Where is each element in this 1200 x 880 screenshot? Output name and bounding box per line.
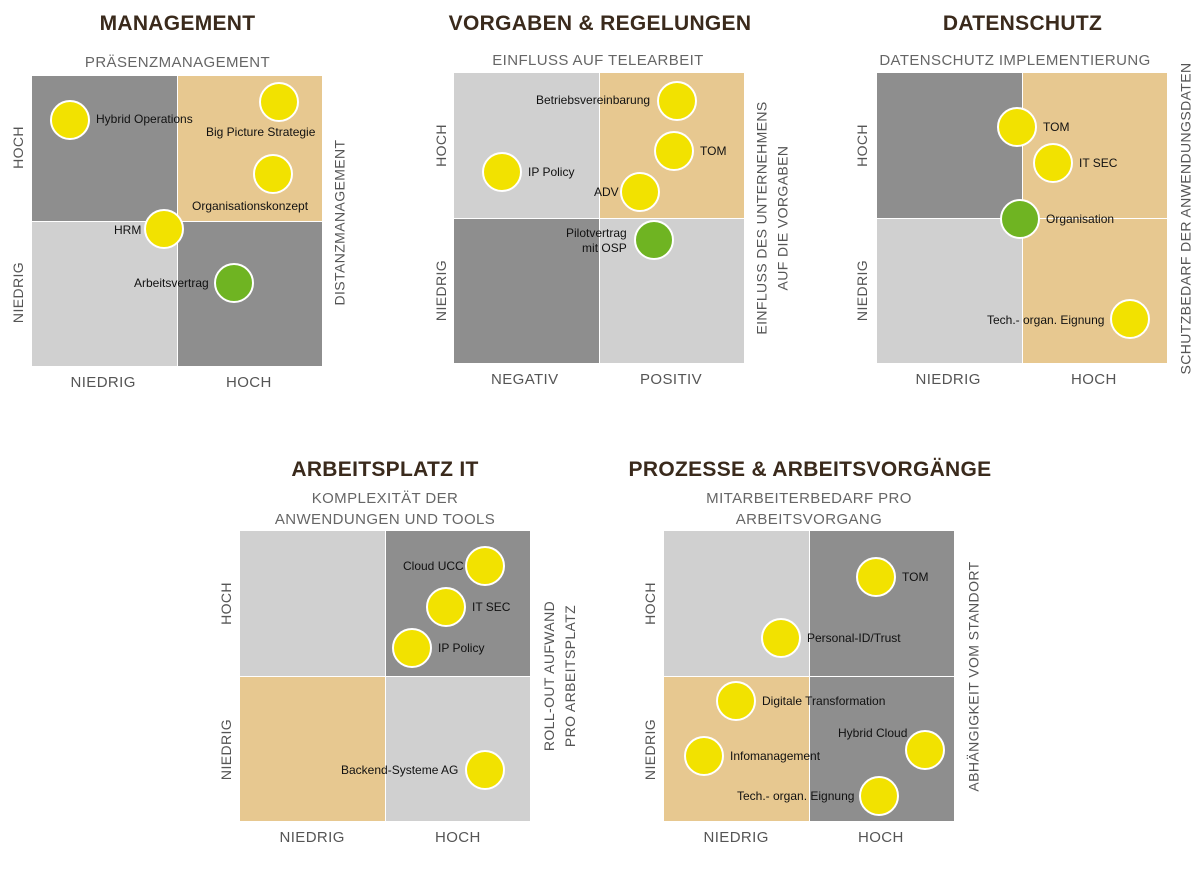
quadrant-grid [877,73,1167,363]
left-axis-high-label: HOCH [853,123,870,167]
right-axis-label: SCHUTZBEDARF DER ANWENDUNGSDATEN [1177,61,1194,375]
bubble-marker [465,750,505,790]
quadrant-tl [32,76,177,221]
bottom-axis-low-label: NIEDRIG [70,373,136,391]
bubble-label: Organisation [1046,212,1115,226]
bubble-marker [856,557,896,597]
bubble-marker [1000,199,1040,239]
bubble-label: Personal-ID/Trust [807,631,901,645]
left-axis-low-label: NIEDRIG [9,261,26,323]
bubble-label: Betriebsvereinbarung [536,93,651,107]
top-axis-label: MITARBEITERBEDARF PRO ARBEITSVORGANG [706,490,912,528]
bubble-label: ADV [594,185,619,199]
top-axis-label: EINFLUSS AUF TELEARBEIT [492,52,704,69]
bubble-label: Big Picture Strategie [206,125,316,139]
left-axis-low-label: NIEDRIG [432,259,449,321]
right-axis-label: ABHÄNGIGKEIT VOM STANDORT [965,560,982,792]
bubble-marker [482,152,522,192]
bottom-axis-high-label: POSITIV [640,370,702,388]
bubble-label: IP Policy [438,641,485,655]
bubble-marker [259,82,299,122]
right-axis-label: EINFLUSS DES UNTERNEHMENS AUF DIE VORGAB… [753,101,791,335]
bubble-label: Infomanagement [730,749,821,763]
quadrant-br [385,676,530,821]
panel-title: VORGABEN & REGELUNGEN [448,12,752,35]
quadrant-br [1022,218,1167,363]
quadrant-tl [454,73,599,218]
bubble-marker [50,100,90,140]
bubble-label: Tech.- organ. Eignung [737,789,855,803]
bottom-axis-high-label: HOCH [1071,370,1117,388]
right-axis-label: DISTANZMANAGEMENT [331,139,348,305]
quadrant-grid [454,73,744,363]
bubble-label: Arbeitsvertrag [134,276,209,290]
quadrant-bl [454,218,599,363]
bubble-marker [654,131,694,171]
bubble-marker [997,107,1037,147]
bubble-label: Organisationskonzept [192,199,309,213]
bubble-marker [426,587,466,627]
left-axis-high-label: HOCH [641,581,658,625]
bottom-axis-high-label: HOCH [435,828,481,846]
bubble-marker [1110,299,1150,339]
quadrant-tl [240,531,385,676]
bubble-marker [905,730,945,770]
bubble-label: Hybrid Cloud [838,726,908,740]
left-axis-low-label: NIEDRIG [641,718,658,780]
top-axis-label: DATENSCHUTZ IMPLEMENTIERUNG [879,52,1151,69]
bubble-marker [253,154,293,194]
bubble-marker [144,209,184,249]
bubble-label: Tech.- organ. Eignung [987,313,1105,327]
left-axis-low-label: NIEDRIG [217,718,234,780]
bubble-marker [761,618,801,658]
bottom-axis-low-label: NIEDRIG [279,828,345,846]
bottom-axis-high-label: HOCH [858,828,904,846]
top-axis-label: KOMPLEXITÄT DER ANWENDUNGEN UND TOOLS [274,490,496,528]
bubble-label: Cloud UCC [403,559,464,573]
bubble-marker [716,681,756,721]
left-axis-low-label: NIEDRIG [853,259,870,321]
bubble-label: TOM [902,570,929,584]
grid-divider-horizontal [240,675,530,677]
quadrant-bl [877,218,1022,363]
bottom-axis-low-label: NEGATIV [491,370,559,388]
bubble-marker [634,220,674,260]
top-axis-label: PRÄSENZMANAGEMENT [84,54,271,71]
bubble-label: IP Policy [528,165,575,179]
quadrant-bl [240,676,385,821]
quadrant-grid [240,531,530,821]
bottom-axis-low-label: NIEDRIG [703,828,769,846]
bottom-axis-low-label: NIEDRIG [915,370,981,388]
bubble-marker [657,81,697,121]
bubble-label: TOM [700,144,727,158]
bubble-label: Pilotvertrag mit OSP [566,226,627,255]
left-axis-high-label: HOCH [9,125,26,169]
bubble-label: TOM [1043,120,1070,134]
bubble-label: Hybrid Operations [96,112,193,126]
panel-title: DATENSCHUTZ [942,12,1103,35]
bubble-label: IT SEC [1079,156,1118,170]
panel-title: PROZESSE & ARBEITSVORGÄNGE [628,458,992,481]
bubble-label: HRM [114,223,142,237]
grid-divider-horizontal [664,675,954,677]
left-axis-high-label: HOCH [432,123,449,167]
bubble-marker [214,263,254,303]
quadrant-tr [809,531,954,676]
bubble-marker [392,628,432,668]
bubble-marker [620,172,660,212]
bubble-label: Backend-Systeme AG [341,763,459,777]
bubble-marker [684,736,724,776]
panel-title: MANAGEMENT [99,12,256,35]
bubble-marker [859,776,899,816]
quadrant-tl [877,73,1022,218]
bubble-label: Digitale Transformation [762,694,886,708]
right-axis-label: ROLL-OUT AUFWAND PRO ARBEITSPLATZ [541,600,579,752]
panel-title: ARBEITSPLATZ IT [291,458,479,481]
left-axis-high-label: HOCH [217,581,234,625]
bubble-marker [465,546,505,586]
bubble-label: IT SEC [472,600,511,614]
grid-divider-horizontal [454,217,744,219]
bubble-marker [1033,143,1073,183]
bottom-axis-high-label: HOCH [226,373,272,391]
